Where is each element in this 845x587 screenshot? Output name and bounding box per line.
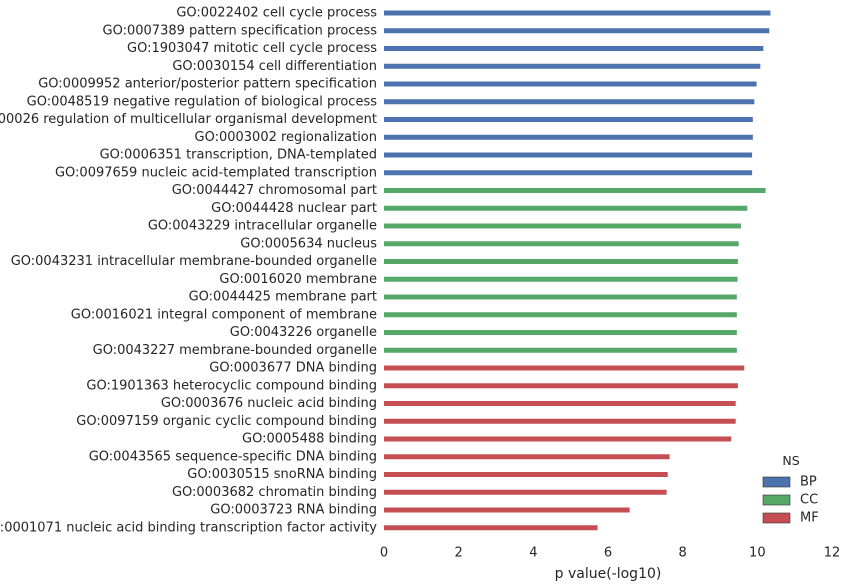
category-labels: GO:0022402 cell cycle process GO:0007389 … (0, 6, 377, 536)
category-label: GO:0001071 nucleic acid binding transcri… (0, 520, 377, 535)
bar-cc (384, 223, 741, 229)
bar-cc (384, 347, 737, 353)
bar-mf (384, 454, 670, 460)
legend-label-cc: CC (800, 493, 818, 508)
legend-title: NS (782, 453, 799, 468)
bar-mf (384, 418, 736, 424)
legend-swatch-cc (762, 494, 791, 506)
category-label: GO:0044427 chromosomal part (172, 183, 377, 198)
x-axis-title: p value(-log10) (555, 566, 662, 582)
bar-cc (384, 259, 738, 264)
category-label: GO:0003723 RNA binding (210, 503, 377, 518)
bar-bp (384, 134, 753, 140)
x-tick-label: 8 (679, 546, 687, 561)
legend-label-mf: MF (800, 511, 819, 526)
category-label: GO:0043229 intracellular organelle (148, 219, 377, 234)
legend-label-bp: BP (800, 475, 817, 490)
bar-mf (384, 436, 732, 442)
x-tick-label: 2 (455, 546, 463, 561)
category-label: GO:0003002 regionalization (195, 130, 377, 145)
x-tick-label: 12 (824, 546, 841, 561)
category-label: GO:2000026 regulation of multicellular o… (0, 112, 377, 127)
bar-cc (384, 330, 737, 335)
category-label: GO:0005488 binding (242, 432, 377, 447)
bar-bp (384, 63, 761, 69)
bar-cc (384, 294, 737, 300)
bar-cc (384, 241, 739, 247)
category-label: GO:0044425 membrane part (189, 290, 377, 305)
category-label: GO:0043226 organelle (230, 325, 377, 340)
category-label: GO:0016021 integral component of membran… (71, 307, 377, 322)
bar-mf (384, 401, 736, 406)
bar-cc (384, 188, 766, 193)
bar-bp (384, 46, 764, 51)
category-label: GO:0009952 anterior/posterior pattern sp… (38, 77, 377, 92)
category-label: GO:0030515 snoRNA binding (187, 467, 377, 482)
bar-cc (384, 276, 738, 282)
category-label: GO:0044428 nuclear part (211, 201, 377, 216)
bar-cc (384, 205, 748, 211)
bar-bp (384, 28, 770, 34)
category-label: GO:1903047 mitotic cell cycle process (127, 41, 377, 56)
category-label: GO:0003682 chromatin binding (172, 485, 377, 500)
bar-bp (384, 10, 771, 16)
category-label: GO:0003676 nucleic acid binding (161, 396, 377, 411)
category-label: GO:0016020 membrane (219, 272, 377, 287)
category-label: GO:0005634 nucleus (240, 236, 377, 251)
bar-bp (384, 152, 753, 158)
x-tick-label: 10 (749, 546, 766, 561)
bar-bp (384, 117, 753, 122)
category-label: GO:0097159 organic cyclic compound bindi… (76, 414, 377, 429)
bar-mf (384, 507, 630, 513)
bar-bp (384, 99, 755, 105)
category-label: GO:0003677 DNA binding (209, 361, 377, 376)
bar-cc (384, 312, 737, 318)
bar-mf (384, 365, 745, 371)
category-label: GO:0043565 sequence-specific DNA binding (89, 449, 377, 464)
category-label: GO:0030154 cell differentiation (172, 59, 377, 74)
category-label: GO:0007389 pattern specification process (103, 23, 378, 38)
category-label: GO:0048519 negative regulation of biolog… (27, 94, 378, 109)
category-label: GO:1901363 heterocyclic compound binding (86, 378, 377, 393)
bar-mf (384, 525, 598, 531)
category-label: GO:0097659 nucleic acid-templated transc… (55, 165, 377, 180)
legend-swatch-mf (762, 512, 791, 524)
bar-mf (384, 472, 668, 477)
bar-bp (384, 81, 757, 87)
bar-mf (384, 383, 738, 389)
x-tick-label: 4 (529, 546, 537, 561)
bar-mf (384, 489, 667, 495)
x-tick-label: 6 (604, 546, 612, 561)
category-label: GO:0022402 cell cycle process (176, 6, 377, 21)
x-axis: 0 2 4 6 8 10 12 (380, 546, 840, 561)
legend-swatch-bp (762, 476, 791, 488)
bar-bp (384, 170, 753, 176)
category-label: GO:0043227 membrane-bounded organelle (93, 343, 377, 358)
bars-layer (384, 10, 771, 531)
category-label: GO:0006351 transcription, DNA-templated (100, 148, 377, 163)
x-tick-label: 0 (380, 546, 388, 561)
category-label: GO:0043231 intracellular membrane-bounde… (11, 254, 377, 269)
